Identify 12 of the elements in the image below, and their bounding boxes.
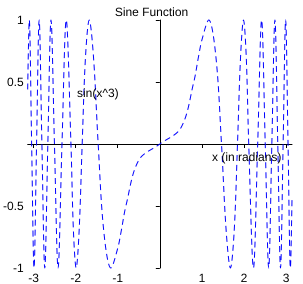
y-tick-label: 1 bbox=[16, 13, 24, 27]
y-tick-label: -0.5 bbox=[2, 199, 24, 213]
x-tick-label: -3 bbox=[28, 271, 40, 284]
x-tick-label: -2 bbox=[70, 271, 82, 284]
x-tick-label: 1 bbox=[198, 271, 206, 284]
y-tick-label: -1 bbox=[13, 261, 24, 275]
x-tick-label: 3 bbox=[282, 271, 290, 284]
x-tick-label: 2 bbox=[240, 271, 248, 284]
x-tick-label: -1 bbox=[112, 271, 124, 284]
y-tick-label: 0.5 bbox=[6, 75, 24, 89]
line-series bbox=[27, 20, 292, 268]
chart-title: Sine Function bbox=[114, 5, 188, 19]
